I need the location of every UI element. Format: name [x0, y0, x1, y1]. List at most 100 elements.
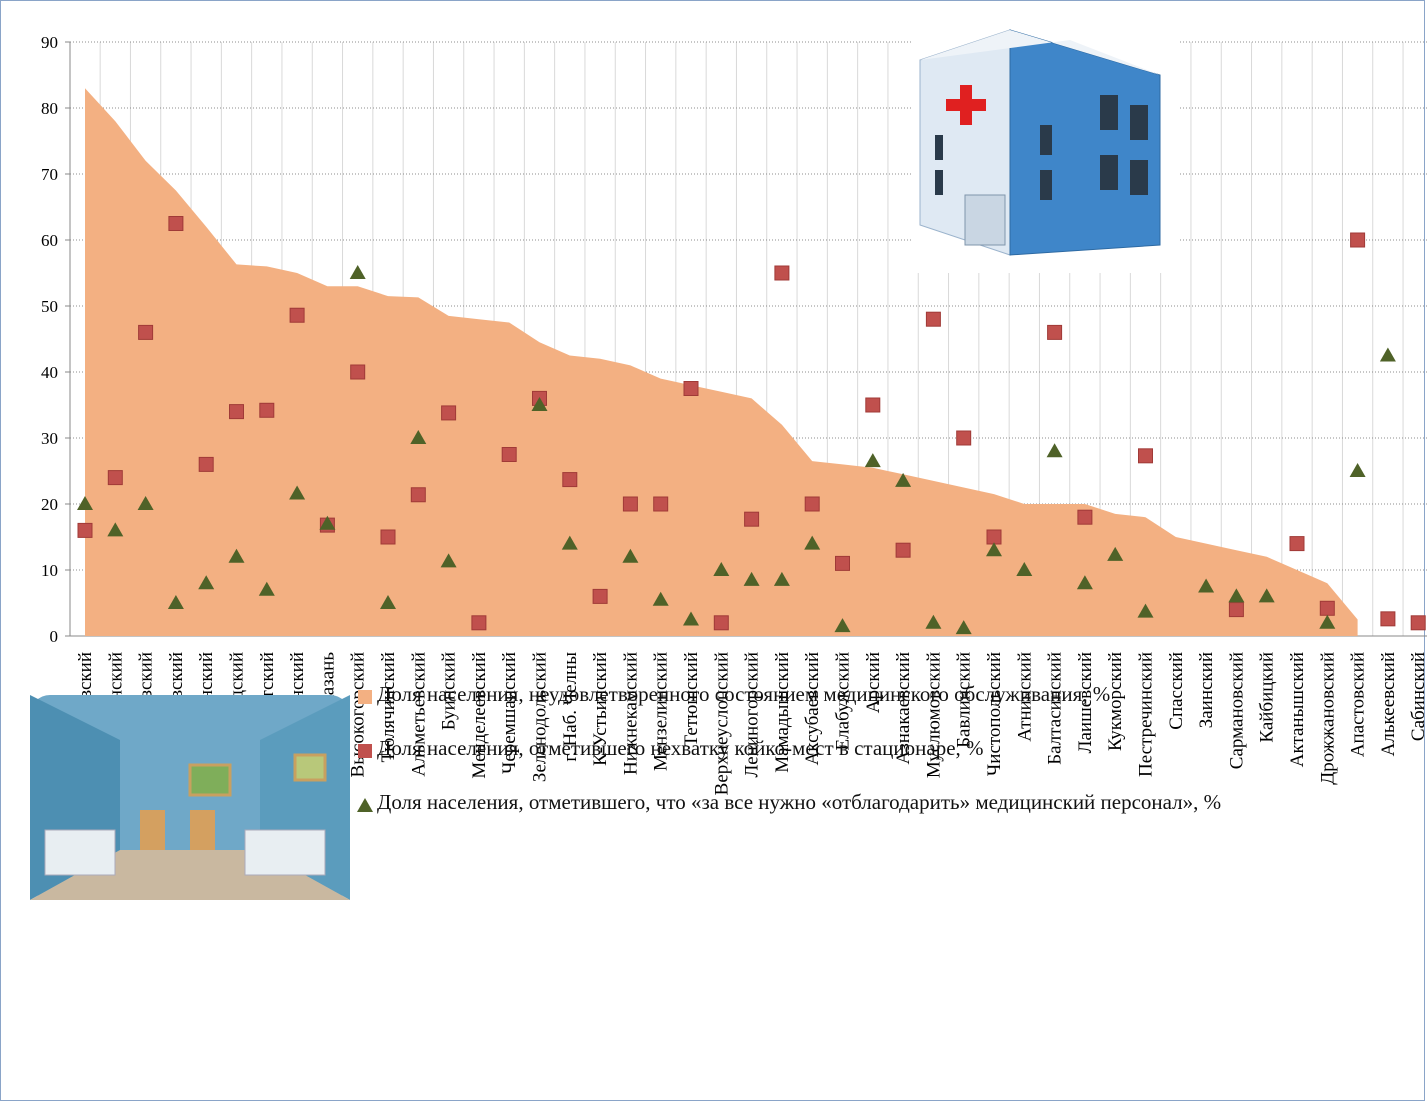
legend-marker [358, 690, 372, 704]
x-tick-label: Верхнеуслонский [711, 652, 732, 795]
square-marker [168, 216, 184, 231]
square-marker [744, 511, 760, 527]
square-marker [259, 402, 275, 418]
square-marker [835, 555, 850, 571]
x-tick-label: Мензелинский [651, 652, 672, 771]
square-marker [138, 324, 154, 340]
room-photo [30, 695, 350, 900]
x-tick-label: Апастовский [1348, 652, 1369, 757]
square-marker [592, 588, 608, 604]
x-tick-label: Кайбицкий [1257, 652, 1278, 743]
triangle-marker [1076, 575, 1093, 590]
square-marker [441, 405, 457, 421]
square-marker [350, 364, 366, 380]
triangle-marker [319, 515, 336, 530]
triangle-marker [1137, 603, 1154, 618]
x-tick-label: Лениногорский [742, 652, 763, 778]
x-tick-label: Тюлячинский [378, 652, 399, 763]
triangle-marker [1046, 443, 1063, 458]
x-tick-label: Черемшанский [499, 652, 520, 774]
x-tick-label: Атнинский [1014, 652, 1035, 742]
square-marker [380, 529, 396, 545]
triangle-marker [137, 496, 154, 510]
triangle-marker [683, 611, 699, 626]
y-tick-label: 0 [50, 627, 59, 646]
x-tick-label: Тетюшский [681, 652, 702, 746]
square-marker [1138, 448, 1153, 464]
x-tick-label: Сармановский [1226, 652, 1247, 769]
triangle-marker [986, 542, 1002, 557]
legend-item: Доля населения, отметившего нехватку кой… [356, 736, 1420, 763]
y-tick-label: 50 [41, 297, 58, 316]
x-tick-label: Спасский [1166, 652, 1187, 730]
triangle-marker [955, 620, 972, 635]
triangle-marker [198, 575, 215, 590]
square-marker [774, 265, 790, 281]
square-marker [1410, 615, 1426, 631]
triangle-marker [258, 581, 275, 596]
x-tick-label: Лаишевский [1075, 652, 1096, 753]
x-tick-label: К-Устьинский [590, 652, 611, 766]
x-tick-label: г. Наб. Челны [560, 652, 581, 762]
x-tick-label: Зеленодольский [530, 652, 551, 782]
x-tick-label: Кукморский [1105, 652, 1126, 751]
x-tick-label: Азнакаевский [893, 652, 914, 765]
x-tick-label: Менделеевский [469, 652, 490, 779]
triangle-marker [228, 548, 245, 563]
triangle-marker [834, 618, 851, 633]
legend-marker [357, 798, 373, 812]
y-tick-label: 80 [41, 99, 58, 118]
triangle-marker [1016, 562, 1033, 576]
square-marker [1289, 536, 1305, 552]
y-tick-label: 10 [41, 561, 58, 580]
y-tick-label: 70 [41, 165, 58, 184]
x-tick-label: Актанышский [1287, 652, 1308, 767]
square-marker [501, 447, 517, 462]
triangle-marker [925, 614, 942, 629]
square-marker [77, 522, 93, 538]
square-marker [804, 496, 820, 512]
triangle-marker [1349, 463, 1366, 477]
y-tick-label: 30 [41, 429, 58, 448]
square-marker [865, 397, 881, 413]
triangle-marker [410, 430, 427, 444]
triangle-marker [349, 265, 366, 279]
x-tick-label: Балтасинский [1045, 652, 1066, 765]
x-tick-label: Пестречинский [1136, 652, 1157, 777]
square-marker [1047, 324, 1063, 340]
x-tick-label: Алькеевский [1378, 652, 1399, 756]
triangle-marker [1198, 578, 1215, 593]
triangle-marker [895, 472, 912, 487]
square-marker [925, 311, 941, 327]
x-tick-label: Мамадышский [772, 652, 793, 773]
square-marker [198, 456, 214, 472]
triangle-marker [1258, 588, 1275, 603]
square-marker [107, 470, 123, 486]
x-tick-label: Буинский [439, 652, 460, 730]
triangle-marker [561, 535, 578, 550]
legend-label: Доля населения, отметившего, что «за все… [377, 790, 1222, 814]
hospital-icon [913, 18, 1178, 273]
square-marker [956, 430, 972, 446]
triangle-marker [440, 553, 457, 568]
triangle-marker [531, 397, 548, 411]
square-marker [1077, 509, 1093, 525]
triangle-marker [804, 535, 821, 550]
triangle-marker [1228, 588, 1245, 603]
triangle-marker [1107, 546, 1124, 561]
legend-marker [358, 744, 372, 758]
square-marker [622, 496, 638, 512]
y-tick-label: 40 [41, 363, 58, 382]
square-marker [653, 496, 669, 512]
x-tick-label: Дрожжановский [1317, 652, 1338, 785]
triangle-marker [743, 571, 760, 586]
x-tick-label: Заинский [1196, 652, 1217, 728]
legend: Доля населения, неудовлетворенного состо… [356, 682, 1420, 845]
square-marker [289, 307, 305, 323]
x-tick-label: Сабинский [1408, 652, 1427, 741]
x-tick-label: Чистопольский [984, 652, 1005, 776]
square-marker [229, 404, 244, 420]
triangle-marker [1379, 347, 1396, 362]
triangle-marker [380, 595, 396, 609]
